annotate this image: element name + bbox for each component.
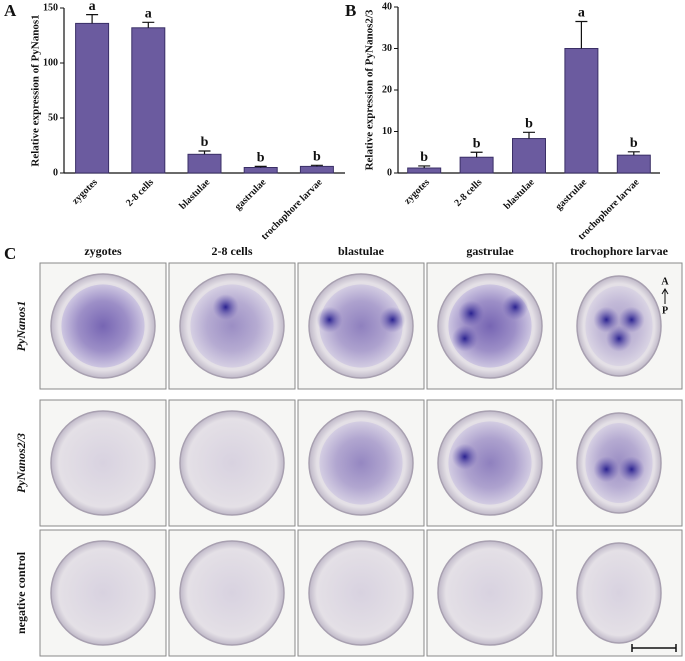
y-tick-label: 30: [382, 43, 392, 54]
column-header: zygotes: [84, 244, 122, 258]
staining-spot: [618, 306, 645, 333]
significance-letter: b: [473, 136, 481, 151]
panel-label: B: [345, 1, 356, 20]
row-label: negative control: [14, 551, 28, 634]
x-tick-label: zygotes: [402, 177, 432, 207]
y-tick-label: 40: [382, 1, 392, 12]
column-header: trochophore larvae: [570, 244, 669, 258]
x-tick-label: 2-8 cells: [452, 177, 484, 209]
staining: [319, 284, 403, 368]
scale-bar: [631, 644, 677, 652]
staining-spot: [593, 456, 620, 483]
embryo: [179, 410, 285, 516]
error-bar: [627, 151, 640, 156]
staining-spot: [502, 294, 529, 321]
bar: [564, 48, 599, 174]
y-tick-label: 150: [43, 2, 58, 13]
staining: [319, 421, 403, 505]
y-tick-label: 100: [43, 57, 58, 68]
x-tick-label: blastulae: [502, 177, 537, 212]
axis-arrow: [661, 288, 669, 304]
panel-label: A: [4, 1, 17, 20]
staining: [190, 284, 274, 368]
x-tick-label: 2-8 cells: [124, 177, 156, 209]
x-tick-label: trochophore larvae: [259, 177, 325, 243]
x-tick-label: gastrulae: [233, 177, 269, 213]
embryo: [179, 540, 285, 646]
staining-spot: [593, 306, 620, 333]
significance-letter: a: [578, 6, 585, 21]
significance-letter: b: [630, 136, 638, 151]
staining-spot: [379, 306, 406, 333]
image-grid: zygotes 2-8 cells blastulae gastrulae trocho…: [14, 244, 683, 657]
axis-label-bottom: P: [662, 305, 668, 316]
y-tick-label: 20: [382, 84, 392, 95]
bar: [616, 154, 651, 174]
staining-spot: [212, 294, 239, 321]
embryo: [50, 540, 156, 646]
panel-label: C: [4, 244, 16, 263]
bar: [299, 165, 334, 174]
significance-letter: b: [257, 151, 265, 166]
y-tick-label: 10: [382, 126, 392, 137]
embryo: [50, 410, 156, 516]
significance-letter: b: [313, 150, 321, 165]
staining-spot: [606, 325, 632, 352]
y-tick-label: 0: [387, 167, 392, 178]
staining-spot: [316, 306, 343, 333]
bar: [75, 22, 110, 174]
column-header: 2-8 cells: [212, 244, 253, 258]
staining-spot: [451, 443, 478, 470]
significance-letter: b: [420, 150, 428, 165]
bar: [131, 27, 166, 174]
error-bar: [198, 150, 211, 155]
bar: [512, 138, 546, 174]
column-header: gastrulae: [466, 244, 514, 258]
y-tick-label: 0: [53, 167, 58, 178]
x-tick-label: gastrulae: [553, 177, 589, 213]
significance-letter: a: [145, 7, 152, 22]
staining-spot: [451, 325, 478, 352]
staining-spot: [458, 300, 485, 327]
staining: [585, 423, 653, 503]
significance-letter: a: [89, 0, 96, 14]
column-header: blastulae: [338, 244, 385, 258]
error-bar: [254, 165, 267, 168]
embryo: [437, 540, 543, 646]
bar: [243, 167, 278, 174]
x-tick-label: zygotes: [70, 177, 100, 207]
embryo: [308, 540, 414, 646]
error-bar: [142, 21, 155, 28]
error-bar: [418, 165, 431, 169]
staining: [61, 284, 145, 368]
error-bar: [470, 151, 483, 158]
bar: [187, 153, 222, 174]
y-tick-label: 50: [48, 112, 58, 123]
error-bar: [86, 14, 99, 24]
row-label: PyNanos2/3: [14, 433, 28, 493]
embryo: [576, 542, 662, 644]
significance-letter: b: [201, 135, 209, 150]
staining-spot: [618, 456, 645, 483]
bar: [459, 156, 494, 174]
error-bar: [310, 164, 323, 167]
axis-label-top: A: [661, 276, 669, 287]
bar: [407, 167, 442, 174]
y-axis-label: Relative expression of PyNanos1: [30, 14, 42, 166]
y-axis-label: Relative expression of PyNanos2/3: [364, 9, 376, 170]
significance-letter: b: [525, 117, 533, 132]
row-label: PyNanos1: [14, 301, 28, 352]
x-tick-label: blastulae: [177, 177, 212, 212]
error-bar: [575, 20, 588, 49]
error-bar: [523, 131, 535, 139]
staining: [448, 421, 532, 505]
